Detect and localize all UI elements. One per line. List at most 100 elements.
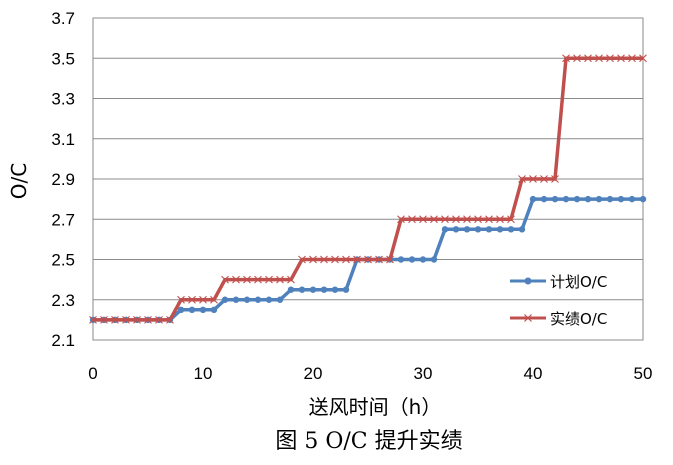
- y-tick-label: 2.3: [51, 291, 75, 310]
- data-point: [441, 226, 449, 233]
- data-point: [551, 175, 559, 183]
- data-point: [254, 296, 262, 303]
- data-point: [232, 296, 240, 303]
- data-point: [100, 315, 108, 324]
- data-point: [485, 226, 493, 233]
- data-point: [155, 315, 163, 324]
- data-point: [243, 275, 251, 284]
- data-point: [144, 315, 152, 324]
- data-point: [562, 54, 570, 63]
- data-point: [430, 256, 438, 263]
- data-point: [375, 255, 383, 264]
- data-point: [452, 226, 460, 233]
- data-point: [221, 275, 229, 284]
- data-point: [419, 215, 427, 224]
- data-point: [386, 255, 394, 264]
- legend-marker-actual: [524, 314, 532, 322]
- x-axis-title: 送风时间（h）: [309, 395, 442, 419]
- x-tick-label: 30: [414, 364, 433, 383]
- data-point: [441, 215, 449, 224]
- x-tick-label: 40: [524, 364, 543, 383]
- series-markers: [89, 54, 647, 324]
- data-point: [496, 215, 504, 224]
- data-point: [408, 256, 416, 263]
- data-point: [298, 255, 306, 264]
- legend: 计划O/C 实绩O/C: [510, 273, 607, 328]
- y-tick-label: 2.9: [51, 170, 75, 189]
- data-point: [287, 286, 295, 293]
- y-tick-label: 2.7: [51, 210, 75, 229]
- data-point: [287, 275, 295, 284]
- legend-label-actual: 实绩O/C: [550, 310, 607, 328]
- data-point: [507, 226, 515, 233]
- data-point: [177, 306, 185, 314]
- data-point: [595, 54, 603, 63]
- data-point: [188, 306, 196, 314]
- data-point: [342, 255, 350, 264]
- data-point: [221, 296, 229, 303]
- data-point: [573, 195, 581, 203]
- data-point: [232, 275, 240, 284]
- data-point: [122, 315, 130, 324]
- y-tick-label: 2.1: [51, 331, 75, 350]
- data-point: [606, 195, 614, 203]
- data-point: [298, 286, 306, 293]
- data-point: [177, 295, 185, 304]
- y-tick-label: 3.7: [51, 9, 75, 28]
- data-point: [331, 255, 339, 264]
- y-axis-title: O/C: [7, 163, 31, 199]
- data-point: [551, 195, 559, 203]
- y-tick-label: 3.3: [51, 90, 75, 109]
- y-tick-label: 3.5: [51, 49, 75, 68]
- data-point: [529, 195, 537, 203]
- data-point: [617, 195, 625, 203]
- data-point: [265, 275, 273, 284]
- x-tick-label: 50: [634, 364, 653, 383]
- data-point: [639, 195, 647, 203]
- legend-label-plan: 计划O/C: [550, 273, 607, 291]
- data-point: [188, 295, 196, 304]
- data-point: [463, 215, 471, 224]
- data-point: [243, 296, 251, 303]
- data-point: [397, 215, 405, 224]
- data-point: [276, 275, 284, 284]
- data-point: [320, 286, 328, 293]
- data-point: [89, 315, 97, 324]
- x-tick-labels: 0 10 20 30 40 50: [88, 364, 652, 383]
- data-point: [133, 315, 141, 324]
- data-point: [485, 215, 493, 224]
- data-point: [397, 256, 405, 263]
- data-point: [408, 215, 416, 224]
- data-point: [518, 226, 526, 233]
- data-point: [606, 54, 614, 63]
- data-point: [584, 195, 592, 203]
- x-tick-label: 0: [88, 364, 97, 383]
- data-point: [463, 226, 471, 233]
- legend-marker-plan: [524, 277, 532, 285]
- data-point: [617, 54, 625, 63]
- data-point: [529, 175, 537, 183]
- data-point: [364, 255, 372, 264]
- data-point: [540, 175, 548, 183]
- data-point: [628, 195, 636, 203]
- data-point: [507, 215, 515, 224]
- data-point: [628, 54, 636, 63]
- data-point: [474, 226, 482, 233]
- y-tick-label: 2.5: [51, 251, 75, 270]
- data-point: [320, 255, 328, 264]
- y-tick-labels: 2.1 2.3 2.5 2.7 2.9 3.1 3.3 3.5 3.7: [51, 9, 75, 350]
- data-point: [639, 54, 647, 63]
- data-point: [309, 286, 317, 293]
- data-point: [595, 195, 603, 203]
- data-point: [199, 295, 207, 304]
- data-point: [331, 286, 339, 293]
- data-point: [342, 286, 350, 293]
- figure-caption: 图 5 O/C 提升实绩: [275, 429, 462, 454]
- data-point: [254, 275, 262, 284]
- data-point: [584, 54, 592, 63]
- x-tick-label: 20: [304, 364, 323, 383]
- data-point: [265, 296, 273, 303]
- data-point: [562, 195, 570, 203]
- data-point: [474, 215, 482, 224]
